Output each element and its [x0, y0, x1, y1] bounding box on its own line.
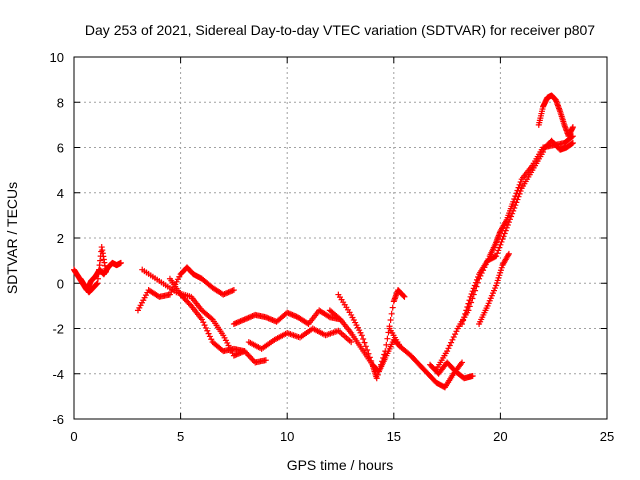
data-point — [448, 340, 454, 346]
chart-title: Day 253 of 2021, Sidereal Day-to-day VTE… — [85, 22, 595, 38]
series-arc-15 — [536, 92, 576, 139]
data-point — [449, 337, 455, 343]
x-axis-label: GPS time / hours — [287, 457, 394, 473]
data-point — [207, 333, 213, 339]
x-tick-label: 15 — [387, 429, 401, 444]
data-point — [360, 336, 366, 342]
series-arc-13 — [459, 149, 546, 327]
data-point — [390, 305, 396, 311]
y-tick-label: 2 — [57, 231, 64, 246]
y-tick-label: -4 — [52, 367, 64, 382]
data-point — [203, 325, 209, 331]
data-point — [447, 342, 453, 348]
data-point — [202, 322, 208, 328]
y-tick-label: 8 — [57, 95, 64, 110]
data-point — [388, 317, 394, 323]
data-point — [384, 336, 390, 342]
series-arc-12 — [433, 133, 575, 372]
series-arc-3 — [135, 264, 237, 313]
x-tick-label: 25 — [600, 429, 614, 444]
ticks: 0 5 10 15 20 25 -6 -4 -2 0 2 4 6 8 10 — [50, 50, 615, 444]
y-tick-label: -2 — [52, 322, 64, 337]
series-arc-4 — [139, 267, 247, 359]
sdtvar-chart: 0 5 10 15 20 25 -6 -4 -2 0 2 4 6 8 10 Day 253 of 2021,… — [0, 0, 640, 480]
y-tick-label: 0 — [57, 276, 64, 291]
data-point — [451, 334, 457, 340]
data-point — [206, 331, 212, 337]
series-arc-14 — [476, 251, 512, 327]
y-tick-label: -6 — [52, 412, 64, 427]
data-point — [389, 311, 395, 317]
y-tick-label: 10 — [50, 50, 64, 65]
x-tick-label: 10 — [280, 429, 294, 444]
series-arc-9 — [335, 287, 407, 381]
y-axis-label: SDTVAR / TECUs — [4, 182, 20, 294]
grid — [74, 57, 607, 419]
x-tick-label: 0 — [70, 429, 77, 444]
data-point — [361, 340, 367, 346]
x-tick-label: 5 — [177, 429, 184, 444]
series-arc-7 — [246, 326, 354, 352]
y-tick-label: 6 — [57, 141, 64, 156]
x-tick-label: 20 — [493, 429, 507, 444]
y-tick-label: 4 — [57, 186, 64, 201]
data-point — [452, 331, 458, 337]
